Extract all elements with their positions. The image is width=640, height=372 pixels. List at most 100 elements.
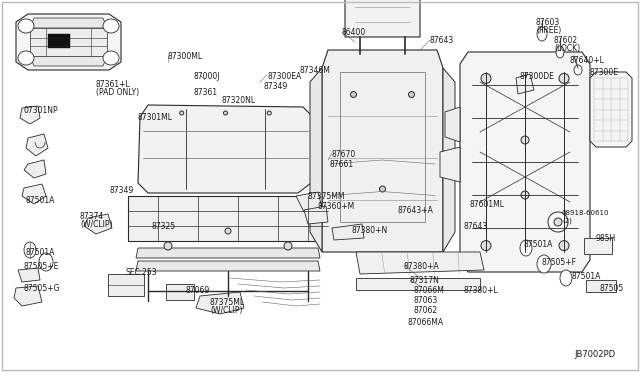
Text: 87501A: 87501A (572, 272, 602, 281)
Polygon shape (138, 105, 313, 193)
Text: 87349: 87349 (110, 186, 134, 195)
Bar (586, 280, 616, 292)
Text: 87380+A: 87380+A (404, 262, 440, 271)
Text: (PAD ONLY): (PAD ONLY) (96, 88, 139, 97)
Circle shape (521, 191, 529, 199)
Text: 87640+L: 87640+L (570, 56, 605, 65)
Circle shape (559, 241, 569, 251)
Text: (FREE): (FREE) (536, 26, 561, 35)
Text: 87300DE: 87300DE (520, 72, 555, 81)
Circle shape (408, 92, 415, 97)
Text: 87349: 87349 (263, 82, 287, 91)
Text: 87643: 87643 (430, 36, 454, 45)
Ellipse shape (537, 27, 547, 41)
Circle shape (481, 73, 491, 83)
Text: 87602: 87602 (554, 36, 578, 45)
Polygon shape (440, 147, 460, 182)
Circle shape (164, 242, 172, 250)
Text: 87375ML: 87375ML (210, 298, 245, 307)
Text: 87501A: 87501A (26, 248, 56, 257)
Text: 87300EA: 87300EA (267, 72, 301, 81)
Text: 87501A: 87501A (524, 240, 554, 249)
Bar (108, 274, 144, 296)
Text: 87300E: 87300E (590, 68, 619, 77)
Polygon shape (332, 224, 364, 240)
Text: SEC.253: SEC.253 (126, 268, 157, 277)
Ellipse shape (39, 253, 53, 271)
Circle shape (554, 218, 562, 226)
Ellipse shape (18, 19, 34, 33)
Text: 87360+M: 87360+M (318, 202, 355, 211)
Text: 86400: 86400 (342, 28, 366, 37)
Polygon shape (445, 107, 460, 142)
Polygon shape (516, 74, 534, 94)
Polygon shape (196, 292, 244, 314)
Text: 87317N: 87317N (410, 276, 440, 285)
Text: 87601ML: 87601ML (470, 200, 505, 209)
Polygon shape (460, 52, 590, 272)
Polygon shape (14, 286, 42, 306)
Polygon shape (304, 206, 328, 224)
Circle shape (268, 111, 271, 115)
Text: 87325: 87325 (152, 222, 176, 231)
Text: 87670: 87670 (332, 150, 356, 159)
Text: 87320NL: 87320NL (222, 96, 256, 105)
Ellipse shape (548, 212, 568, 232)
Text: 87643+A: 87643+A (398, 206, 434, 215)
Polygon shape (16, 14, 121, 70)
Text: 87505+E: 87505+E (24, 262, 60, 271)
Circle shape (180, 111, 184, 115)
Circle shape (380, 186, 385, 192)
Text: 87346M: 87346M (300, 66, 331, 75)
Polygon shape (30, 28, 107, 56)
Text: (W/CLIP): (W/CLIP) (80, 220, 113, 229)
Text: (2): (2) (562, 218, 572, 224)
Text: 87375MM: 87375MM (308, 192, 346, 201)
Text: 87063: 87063 (414, 296, 438, 305)
Ellipse shape (537, 255, 551, 273)
Text: 87603: 87603 (536, 18, 560, 27)
Text: 87300ML: 87300ML (168, 52, 203, 61)
Text: 985H: 985H (596, 234, 616, 243)
Text: 87643: 87643 (464, 222, 488, 231)
Polygon shape (345, 0, 420, 37)
Bar (340, 72, 425, 222)
Polygon shape (310, 68, 322, 252)
Text: 87505: 87505 (600, 284, 624, 293)
Ellipse shape (560, 270, 572, 286)
Text: (LOCK): (LOCK) (554, 44, 580, 53)
Polygon shape (30, 18, 107, 28)
Circle shape (481, 241, 491, 251)
Polygon shape (24, 160, 46, 178)
Circle shape (521, 136, 529, 144)
Text: 87380+L: 87380+L (464, 286, 499, 295)
Ellipse shape (18, 51, 34, 65)
Text: 87361: 87361 (193, 88, 217, 97)
Polygon shape (84, 214, 112, 234)
Text: 87361+L: 87361+L (96, 80, 131, 89)
Ellipse shape (556, 46, 564, 58)
Polygon shape (296, 192, 322, 212)
Ellipse shape (24, 242, 36, 258)
Circle shape (225, 228, 231, 234)
Polygon shape (30, 56, 107, 66)
Polygon shape (18, 268, 40, 282)
Text: 07301NP: 07301NP (24, 106, 59, 115)
Text: JB7002PD: JB7002PD (574, 350, 615, 359)
Polygon shape (136, 261, 320, 271)
Ellipse shape (103, 19, 119, 33)
Circle shape (223, 111, 227, 115)
Text: 08918-60610: 08918-60610 (562, 210, 609, 216)
Text: 87505+F: 87505+F (542, 258, 577, 267)
Ellipse shape (520, 240, 532, 256)
Text: 87661: 87661 (330, 160, 354, 169)
Text: 87000J: 87000J (193, 72, 220, 81)
Polygon shape (356, 252, 484, 274)
Bar (584, 238, 612, 254)
Bar (128, 196, 328, 241)
Polygon shape (20, 106, 40, 124)
Polygon shape (26, 134, 48, 156)
Polygon shape (136, 248, 320, 258)
Text: 87374: 87374 (80, 212, 104, 221)
Polygon shape (322, 50, 443, 252)
